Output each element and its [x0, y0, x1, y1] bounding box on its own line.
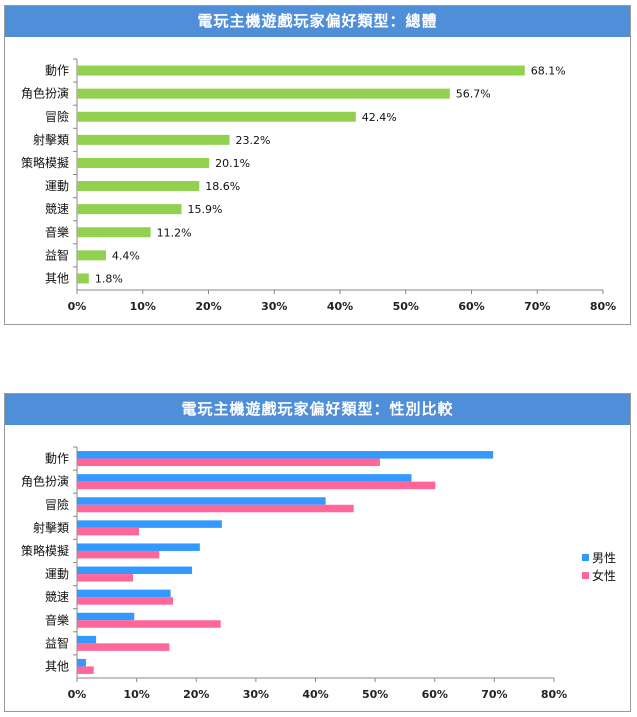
x-tick-label: 60%: [458, 300, 484, 313]
x-tick-label: 0%: [68, 688, 87, 701]
overall-chart-panel: 電玩主機遊戲玩家偏好類型：總體 0% 10% 20% 30% 40% 50% 60% 70% 8…: [4, 5, 631, 325]
legend-label: 男性: [592, 551, 616, 565]
bar: [77, 666, 94, 674]
x-tick-label: 40%: [302, 688, 328, 701]
bar: [77, 620, 221, 628]
bar: [77, 458, 380, 467]
category-label: 其他: [45, 659, 69, 673]
category-label: 策略模擬: [21, 155, 69, 170]
bar: [77, 474, 412, 482]
category-label: 音樂: [45, 612, 69, 627]
category-label: 策略模擬: [21, 543, 69, 558]
data-label: 42.4%: [362, 111, 397, 124]
category-label: 角色扮演: [21, 474, 69, 489]
bar: [77, 273, 89, 284]
bar: [77, 157, 210, 168]
x-tick-label: 30%: [261, 300, 287, 313]
bar: [77, 134, 230, 145]
x-tick-label: 60%: [422, 688, 448, 701]
category-label: 射擊類: [33, 520, 69, 535]
legend-label: 女性: [592, 568, 616, 583]
data-label: 1.8%: [95, 272, 123, 285]
category-label: 冒險: [45, 109, 69, 124]
data-label: 56.7%: [456, 88, 491, 101]
bar: [77, 589, 171, 598]
category-label: 競速: [45, 589, 69, 604]
category-label: 射擊類: [33, 132, 69, 147]
data-label: 23.2%: [236, 134, 271, 147]
bar: [77, 451, 494, 459]
x-tick-label: 20%: [195, 300, 221, 313]
bar: [77, 566, 193, 575]
category-label: 動作: [45, 64, 69, 78]
bar: [77, 204, 182, 215]
legend-swatch: [582, 572, 589, 579]
bar: [77, 643, 170, 651]
category-label: 運動: [45, 567, 69, 581]
overall-chart-title: 電玩主機遊戲玩家偏好類型：總體: [5, 6, 630, 37]
x-tick-label: 10%: [123, 688, 149, 701]
overall-bar-chart: 0% 10% 20% 30% 40% 50% 60% 70% 80% 動作 68.1% 角色扮演 56.…: [21, 58, 616, 313]
data-label: 11.2%: [157, 226, 192, 239]
gender-chart-panel: 電玩主機遊戲玩家偏好類型：性別比較 0% 10% 20% 30% 40% 50% 60% 70…: [4, 393, 631, 712]
bar: [77, 250, 106, 261]
bar: [77, 227, 151, 238]
x-tick-label: 70%: [481, 688, 507, 701]
bar: [77, 612, 135, 621]
bar: [77, 65, 525, 76]
data-label: 20.1%: [215, 157, 250, 170]
bar: [77, 88, 450, 99]
bar: [77, 527, 140, 536]
category-label: 益智: [45, 247, 69, 262]
category-label: 角色扮演: [21, 86, 69, 101]
bar: [77, 550, 160, 559]
x-tick-label: 30%: [243, 688, 269, 701]
gender-chart-title: 電玩主機遊戲玩家偏好類型：性別比較: [5, 394, 630, 425]
legend-swatch: [582, 554, 589, 561]
x-tick-label: 0%: [68, 300, 87, 313]
x-tick-label: 10%: [130, 300, 156, 313]
bar: [77, 658, 86, 667]
bar: [77, 543, 200, 551]
category-label: 運動: [45, 179, 69, 193]
category-label: 冒險: [45, 497, 69, 512]
bar: [77, 111, 356, 122]
category-label: 音樂: [45, 224, 69, 239]
x-tick-label: 70%: [524, 300, 550, 313]
bar: [77, 481, 436, 490]
x-tick-label: 20%: [183, 688, 209, 701]
category-label: 動作: [45, 452, 69, 466]
bar: [77, 497, 326, 505]
bar: [77, 574, 134, 582]
x-tick-label: 50%: [362, 688, 388, 701]
x-tick-label: 80%: [541, 688, 567, 701]
x-tick-label: 80%: [590, 300, 616, 313]
gender-bar-chart: 0% 10% 20% 30% 40% 50% 60% 70% 80% 動作角色扮演冒險射擊類策略模…: [21, 446, 616, 701]
bar: [77, 504, 354, 513]
category-label: 其他: [45, 271, 69, 285]
x-tick-label: 40%: [327, 300, 353, 313]
data-label: 18.6%: [205, 180, 240, 193]
category-label: 益智: [45, 635, 69, 650]
data-label: 68.1%: [531, 65, 566, 78]
category-label: 競速: [45, 201, 69, 216]
bar: [77, 520, 222, 528]
data-label: 4.4%: [112, 249, 140, 262]
bar: [77, 635, 97, 644]
data-label: 15.9%: [188, 203, 223, 216]
bar: [77, 597, 173, 605]
bar: [77, 181, 200, 192]
x-tick-label: 50%: [393, 300, 419, 313]
